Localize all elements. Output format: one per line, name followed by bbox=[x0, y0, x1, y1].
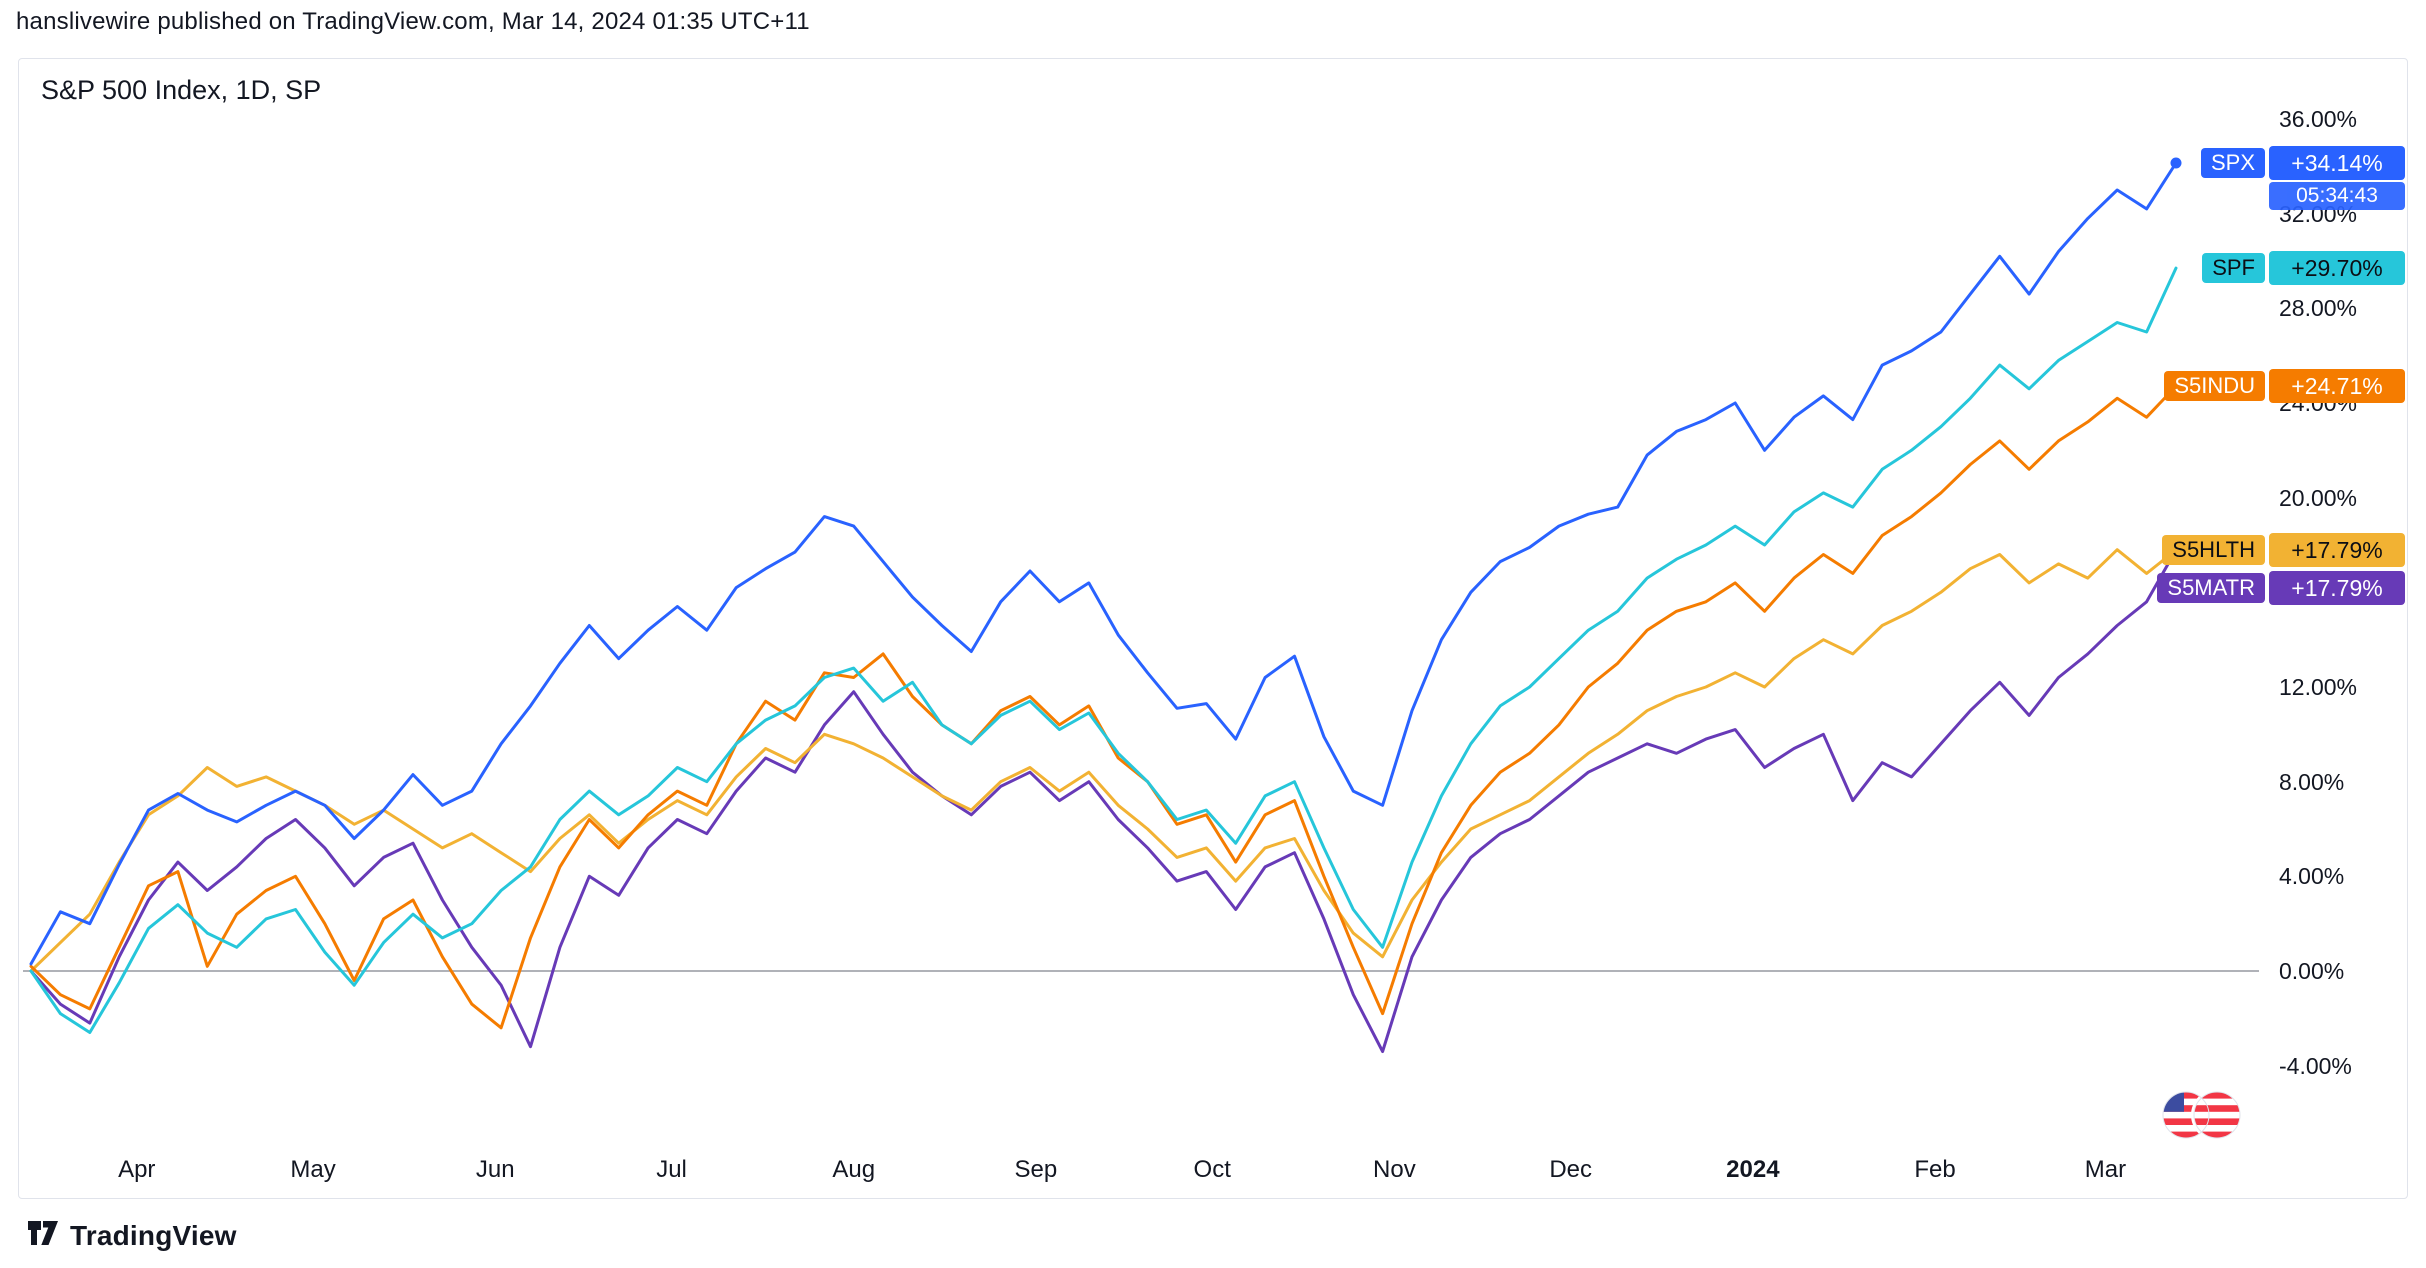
badge-s5matr[interactable]: S5MATR +17.79% bbox=[2157, 570, 2405, 605]
series-badges: SPX +34.14% 05:34:43 SPF +29.70% S5INDU +24.71… bbox=[19, 59, 2407, 1198]
time-axis-label: Jun bbox=[475, 1156, 515, 1183]
s5hlth-ticker-chip: S5HLTH bbox=[2162, 534, 2265, 565]
series-line-s5hlth[interactable] bbox=[29, 548, 2178, 973]
series-line-spx[interactable] bbox=[29, 161, 2178, 966]
price-axis-label: 12.00% bbox=[2279, 673, 2358, 700]
time-axis-label: 2024 bbox=[1726, 1156, 1780, 1183]
publish-header: hanslivewire published on TradingView.co… bbox=[16, 8, 810, 36]
us-flag-icon bbox=[2159, 1087, 2245, 1148]
series-line-s5matr[interactable] bbox=[29, 548, 2178, 1053]
price-axis-label: -4.00% bbox=[2279, 1052, 2352, 1079]
s5hlth-change-value: +17.79% bbox=[2269, 532, 2405, 567]
s5indu-ticker-chip: S5INDU bbox=[2164, 371, 2265, 402]
time-axis-label: Jul bbox=[656, 1156, 687, 1183]
time-axis-label: Apr bbox=[118, 1156, 156, 1183]
spx-ticker-chip: SPX bbox=[2200, 148, 2265, 179]
price-chart[interactable] bbox=[19, 59, 2409, 1200]
time-axis-label: Aug bbox=[832, 1156, 876, 1183]
time-axis-label: Nov bbox=[1373, 1156, 1416, 1183]
publish-info: hanslivewire published on TradingView.co… bbox=[16, 8, 810, 35]
time-axis-label: Feb bbox=[1914, 1156, 1956, 1183]
price-axis-label: 36.00% bbox=[2279, 105, 2358, 132]
time-axis-label: Mar bbox=[2084, 1156, 2127, 1183]
price-axis-label: 4.00% bbox=[2279, 863, 2345, 890]
s5matr-ticker-chip: S5MATR bbox=[2157, 572, 2265, 603]
badge-s5hlth[interactable]: S5HLTH +17.79% bbox=[2162, 532, 2405, 567]
price-axis-label: 8.00% bbox=[2279, 768, 2345, 795]
spf-change-value: +29.70% bbox=[2269, 251, 2405, 286]
s5indu-change-value: +24.71% bbox=[2269, 369, 2405, 404]
spx-change-value: +34.14% bbox=[2269, 146, 2405, 181]
badge-spx[interactable]: SPX +34.14% 05:34:43 bbox=[2200, 146, 2405, 211]
tradingview-logo-icon[interactable] bbox=[26, 1218, 60, 1253]
time-axis-label: May bbox=[290, 1156, 336, 1183]
price-axis-label: 20.00% bbox=[2279, 484, 2358, 511]
time-axis[interactable]: Apr May Jun Jul Aug Sep Oct Nov Dec 2024 Feb Mar bbox=[19, 59, 2407, 1198]
price-axis-label: 0.00% bbox=[2279, 958, 2345, 984]
badge-s5indu[interactable]: S5INDU +24.71% bbox=[2164, 369, 2405, 404]
footer: TradingView bbox=[26, 1218, 237, 1253]
time-axis-label: Sep bbox=[1014, 1156, 1058, 1183]
time-axis-label: Oct bbox=[1193, 1156, 1231, 1183]
chart-panel[interactable]: S&P 500 Index, 1D, SP 36.00% 32.00% 28.00%… bbox=[18, 58, 2408, 1199]
price-axis-label: 28.00% bbox=[2279, 295, 2358, 322]
s5matr-change-value: +17.79% bbox=[2269, 570, 2405, 605]
last-price-dot-spx bbox=[2170, 157, 2182, 169]
time-axis-label: Dec bbox=[1549, 1156, 1593, 1183]
badge-spf[interactable]: SPF +29.70% bbox=[2202, 251, 2405, 286]
spx-bar-countdown: 05:34:43 bbox=[2269, 182, 2405, 211]
spf-ticker-chip: SPF bbox=[2202, 253, 2265, 284]
tradingview-brand[interactable]: TradingView bbox=[70, 1219, 237, 1251]
chart-title: S&P 500 Index, 1D, SP bbox=[41, 75, 322, 105]
series-line-spf[interactable] bbox=[29, 266, 2178, 1034]
